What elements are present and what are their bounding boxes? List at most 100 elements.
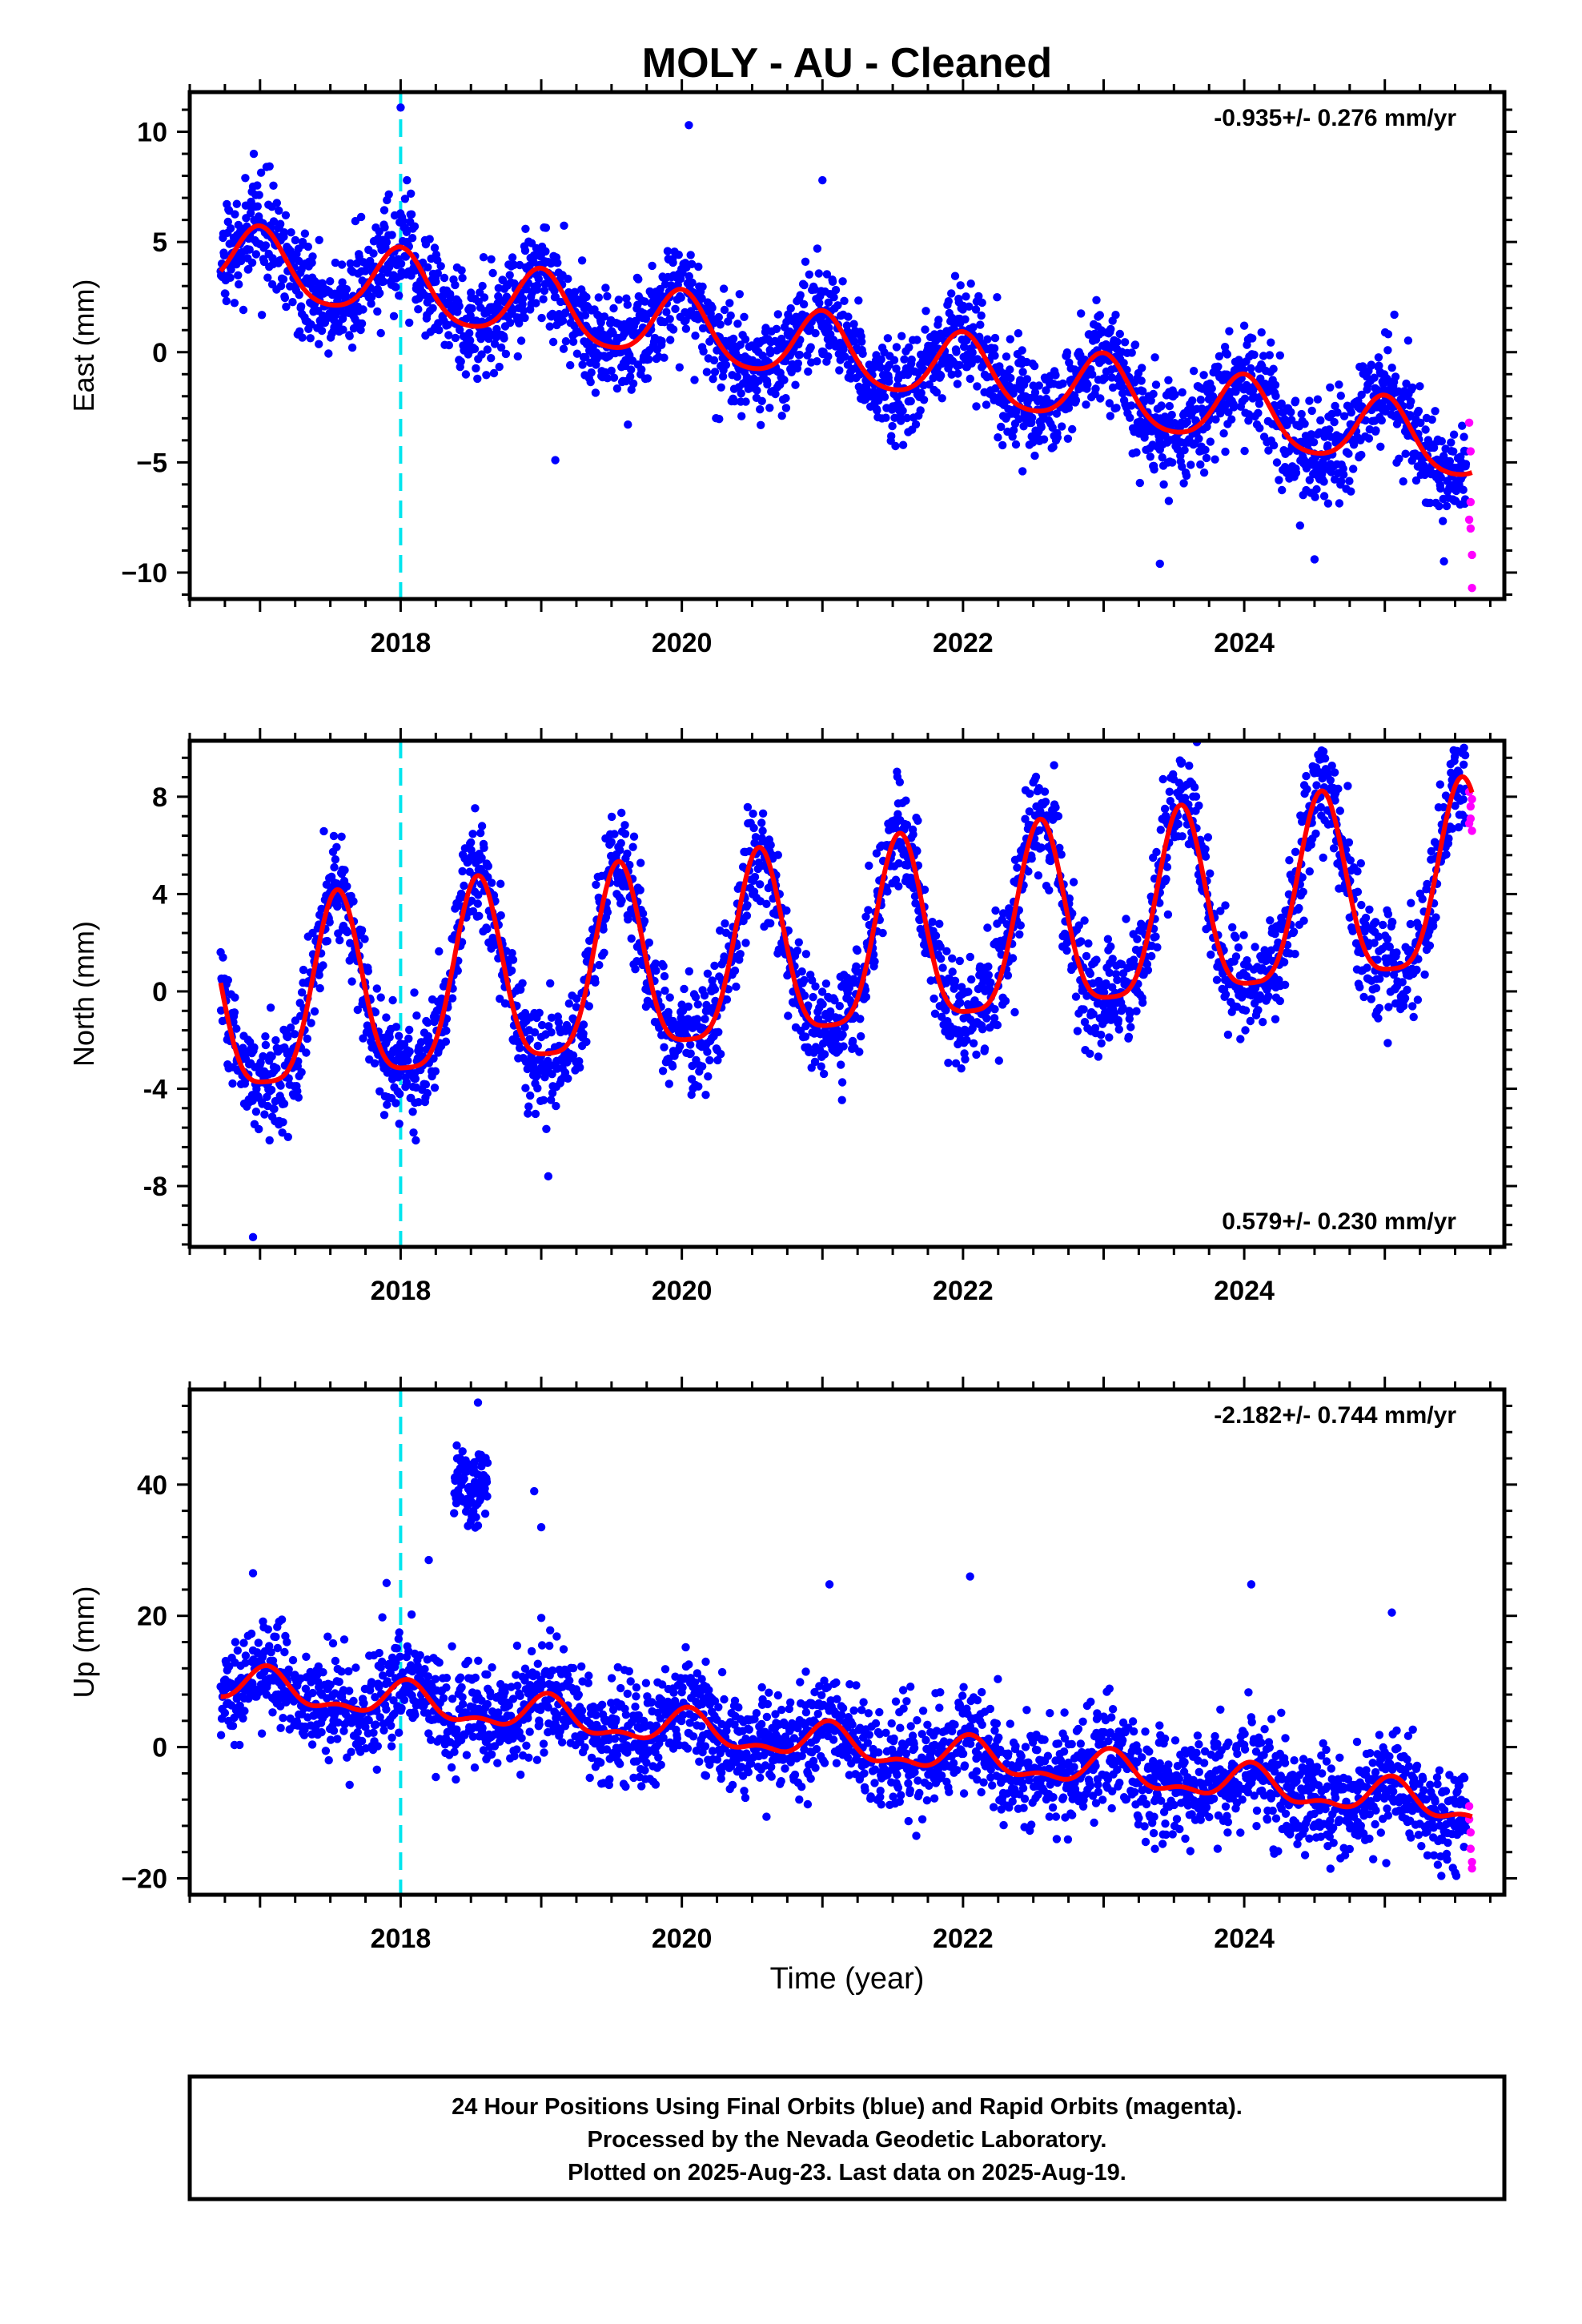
data-point [825, 324, 833, 332]
data-point [1166, 797, 1175, 806]
data-point [1387, 364, 1396, 372]
data-point [537, 1020, 547, 1030]
data-point [735, 290, 744, 299]
data-point [330, 862, 339, 872]
data-point [412, 1011, 421, 1020]
data-point [900, 355, 909, 364]
data-point [1178, 388, 1186, 397]
data-point [372, 984, 381, 993]
data-point [337, 260, 347, 269]
data-point [938, 1012, 946, 1022]
data-point [399, 216, 408, 226]
data-point [485, 329, 494, 338]
data-point [502, 292, 512, 301]
data-point [338, 278, 347, 287]
data-point [279, 1100, 289, 1108]
data-point [1069, 878, 1078, 887]
data-point [757, 818, 766, 827]
data-point [622, 294, 631, 303]
data-point [1065, 894, 1074, 903]
data-point [525, 1035, 534, 1043]
data-point [986, 978, 995, 987]
data-point [718, 372, 728, 381]
data-point [964, 987, 973, 996]
data-point [467, 838, 476, 847]
data-point [1445, 456, 1455, 466]
data-point [431, 1067, 440, 1076]
data-point [652, 966, 661, 975]
data-point [1057, 850, 1066, 859]
data-point [1460, 432, 1468, 441]
data-point [448, 994, 457, 1003]
data-point [272, 199, 281, 207]
data-point [269, 217, 279, 226]
data-point [267, 1052, 276, 1061]
data-point [505, 271, 514, 279]
data-point [421, 1080, 431, 1089]
data-point [1111, 311, 1120, 320]
data-point [570, 287, 580, 296]
data-point [921, 325, 930, 334]
data-point [990, 1005, 999, 1014]
data-point [962, 292, 970, 301]
data-point [1339, 470, 1348, 479]
data-point [758, 809, 768, 818]
data-point [310, 1007, 319, 1016]
data-point [1068, 424, 1077, 434]
data-point [1071, 992, 1081, 1001]
data-point [953, 380, 962, 388]
data-point [245, 245, 254, 254]
data-point [508, 949, 516, 958]
data-point [1240, 394, 1250, 403]
data-point [1231, 933, 1240, 942]
data-point [257, 311, 267, 320]
data-point [487, 354, 496, 363]
data-point [391, 1023, 401, 1031]
data-point [430, 243, 440, 252]
data-point [703, 969, 713, 979]
data-point [435, 326, 444, 335]
data-point [1240, 446, 1249, 456]
data-point [1244, 416, 1253, 425]
data-point [657, 336, 666, 346]
data-point [1139, 397, 1149, 406]
data-point [967, 359, 976, 368]
data-point [591, 388, 600, 397]
data-point [950, 271, 960, 280]
data-point [1267, 338, 1275, 347]
data-point [384, 190, 393, 199]
data-point [881, 413, 890, 422]
data-point [1383, 346, 1392, 355]
data-point [1211, 415, 1220, 424]
data-point [432, 1014, 441, 1023]
data-point [371, 1007, 380, 1017]
final-orbits-series [216, 741, 1471, 1242]
data-point [982, 1014, 991, 1023]
data-point [628, 379, 638, 388]
data-point [1014, 329, 1023, 338]
data-point [423, 1088, 432, 1098]
rapid-point [1466, 447, 1476, 456]
data-point [793, 359, 802, 368]
data-point [1037, 843, 1046, 852]
data-point [898, 440, 908, 449]
data-point [781, 394, 790, 403]
data-point [948, 954, 957, 963]
data-point [1160, 804, 1170, 814]
data-point [568, 1051, 578, 1060]
data-point [561, 337, 571, 346]
data-point [607, 366, 616, 376]
data-point [1008, 954, 1018, 963]
data-point [627, 934, 636, 943]
data-point [848, 1036, 857, 1046]
data-point [627, 385, 636, 394]
data-point [414, 305, 423, 314]
data-point [1178, 758, 1186, 767]
data-point [907, 355, 916, 364]
data-point [232, 199, 241, 208]
data-point [379, 1111, 389, 1120]
data-point [329, 831, 339, 841]
data-point [751, 833, 761, 842]
data-point [1063, 434, 1073, 443]
